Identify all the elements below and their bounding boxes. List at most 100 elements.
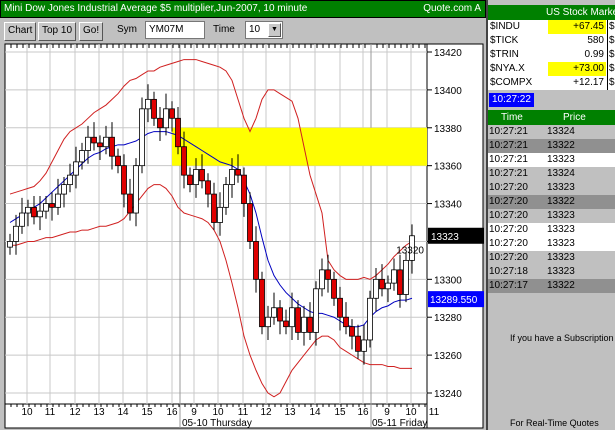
trade-price: 13324 <box>547 126 575 137</box>
candle-body <box>235 169 241 176</box>
clock: 10:27:22 <box>489 93 534 107</box>
ma-value-label: 13289.550 <box>430 295 478 306</box>
candle-body <box>397 269 403 295</box>
x-tick-label: 10 <box>405 407 417 418</box>
index-row[interactable]: $NYA.X +73.00 $ <box>488 62 615 76</box>
go-button[interactable]: Go! <box>79 22 104 41</box>
candle-body <box>253 241 259 280</box>
trade-time: 10:27:21 <box>489 126 528 137</box>
trade-time: 10:27:20 <box>489 196 528 207</box>
candle-body <box>247 203 253 242</box>
chart-button[interactable]: Chart <box>4 22 37 41</box>
chevron-down-icon[interactable]: ▼ <box>268 23 281 37</box>
candle-body <box>331 278 337 299</box>
candle-body <box>391 269 397 284</box>
trade-time: 10:27:20 <box>489 210 528 221</box>
realtime-note: For Real-Time Quotes <box>510 418 599 428</box>
candle-body <box>157 117 163 129</box>
y-tick-label: 13260 <box>434 351 462 362</box>
candle-body <box>55 193 61 208</box>
candle-body <box>319 269 325 290</box>
window-title-bar: Mini Dow Jones Industrial Average $5 mul… <box>0 0 486 18</box>
symbol-input[interactable]: YM07M <box>145 21 205 39</box>
candle-body <box>385 282 391 290</box>
index-more: $ <box>607 20 615 34</box>
index-value: 0.99 <box>584 49 604 60</box>
day-label: 05-10 Thursday <box>182 418 252 429</box>
trades-header: Time Price <box>488 110 615 125</box>
candle-body <box>139 108 145 167</box>
index-name: $COMPX <box>490 77 533 88</box>
x-tick-label: 15 <box>334 407 346 418</box>
candle-body <box>97 142 103 148</box>
trade-price: 13323 <box>547 238 575 249</box>
index-more: $ <box>607 76 615 90</box>
y-tick-label: 13400 <box>434 86 462 97</box>
y-tick-label: 13240 <box>434 389 462 400</box>
candle-body <box>295 307 301 333</box>
last-price-marker <box>428 227 484 244</box>
x-tick-label: 11 <box>45 407 56 418</box>
trade-row: 10:27:20 13323 <box>488 251 615 265</box>
y-tick-label: 13380 <box>434 124 462 135</box>
candle-body <box>151 98 157 119</box>
x-tick-label: 16 <box>357 407 369 418</box>
trade-price: 13323 <box>547 182 575 193</box>
index-value: +73.00 <box>548 62 606 76</box>
x-tick-label: 12 <box>69 407 81 418</box>
index-row[interactable]: $TRIN 0.99 $ <box>488 48 615 62</box>
index-more: $ <box>607 62 615 76</box>
trade-time: 10:27:18 <box>489 266 528 277</box>
index-value: +67.45 <box>548 20 606 34</box>
candle-body <box>307 316 313 333</box>
index-value: +12.17 <box>573 77 604 88</box>
candle-body <box>409 235 415 261</box>
y-tick-label: 13320 <box>396 245 424 256</box>
trade-time: 10:27:20 <box>489 182 528 193</box>
candle-body <box>325 269 331 280</box>
candle-body <box>211 193 217 223</box>
candle-body <box>103 136 109 148</box>
index-row[interactable]: $INDU +67.45 $ <box>488 20 615 34</box>
upper-band-line <box>9 59 413 280</box>
candle-body <box>337 297 343 318</box>
candle-body <box>73 161 79 176</box>
time-label: Time <box>213 24 235 35</box>
time-select[interactable]: 10 ▼ <box>245 21 283 39</box>
index-value: 580 <box>587 35 604 46</box>
ma-value-marker <box>428 291 484 308</box>
trade-price: 13323 <box>547 266 575 277</box>
x-tick-label: 9 <box>384 407 390 418</box>
trade-row: 10:27:20 13322 <box>488 195 615 209</box>
candle-body <box>61 184 67 195</box>
y-tick-label: 13280 <box>434 313 462 324</box>
price-chart[interactable]: 13240 13260 13280 13300 13340 13360 13380 13400… <box>0 42 486 430</box>
candle-body <box>241 174 247 204</box>
candle-body <box>169 108 175 119</box>
candle-body <box>379 278 385 290</box>
candle-body <box>163 108 169 129</box>
x-tick-label: 13 <box>284 407 296 418</box>
index-row[interactable]: $TICK 580 $ <box>488 34 615 48</box>
candle-body <box>271 307 277 318</box>
top10-button[interactable]: Top 10 <box>38 22 77 41</box>
x-tick-label: 16 <box>166 407 178 418</box>
trade-row: 10:27:21 13324 <box>488 167 615 181</box>
y-tick-label: 13360 <box>434 162 462 173</box>
trade-time: 10:27:21 <box>489 154 528 165</box>
candle-body <box>13 225 19 242</box>
trade-row: 10:27:20 13323 <box>488 223 615 237</box>
candle-body <box>277 307 283 322</box>
x-tick-label: 11 <box>429 407 440 418</box>
candle-body <box>205 180 211 195</box>
market-panel: US Stock Market $INDU +67.45 $ $TICK 580 $ $TR… <box>486 0 615 430</box>
candle-body <box>79 150 85 163</box>
candle-body <box>133 165 139 214</box>
candle-body <box>265 316 271 328</box>
candle-body <box>217 206 223 223</box>
candle-body <box>193 169 199 186</box>
y-tick-label: 13420 <box>434 48 462 59</box>
index-more: $ <box>607 48 615 62</box>
candle-body <box>229 169 235 186</box>
index-row[interactable]: $COMPX +12.17 $ <box>488 76 615 90</box>
